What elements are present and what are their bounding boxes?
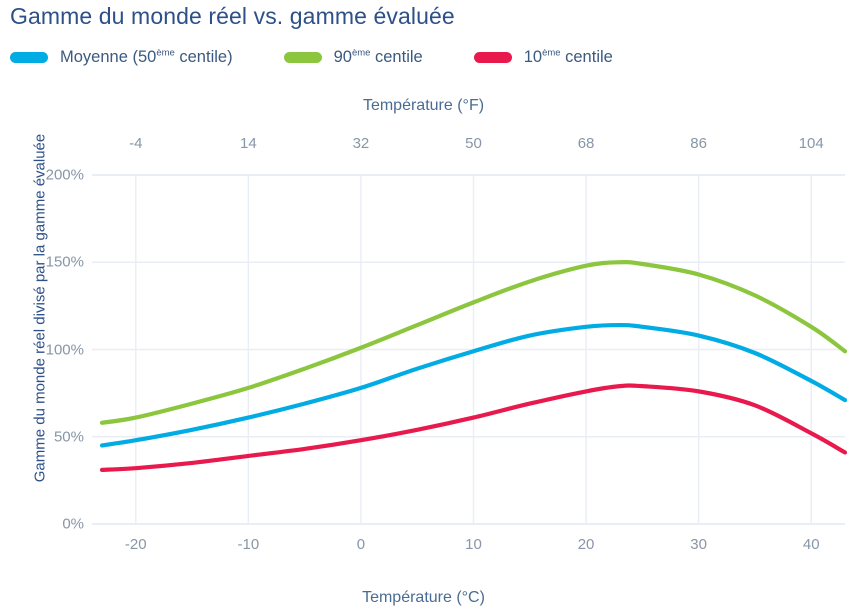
top-tick-0: -4 bbox=[129, 135, 143, 152]
y-tick-0: 0% bbox=[62, 515, 84, 533]
bottom-tick-5: 30 bbox=[690, 536, 707, 553]
y-tick-1: 50% bbox=[53, 428, 84, 446]
legend-swatch-p90 bbox=[283, 52, 322, 63]
left-axis-ticks: 0% 50% 100% 150% 200% bbox=[0, 0, 92, 615]
bottom-axis-title: Température (°C) bbox=[362, 589, 485, 606]
bottom-tick-6: 40 bbox=[802, 536, 820, 553]
top-tick-2: 32 bbox=[352, 135, 370, 152]
top-tick-3: 50 bbox=[465, 135, 482, 152]
series-line-1 bbox=[99, 260, 847, 425]
top-tick-6: 104 bbox=[798, 135, 824, 152]
top-axis-title: Température (°F) bbox=[362, 97, 485, 114]
legend-item-p90[interactable]: 90ème centile bbox=[283, 47, 423, 67]
bottom-tick-4: 20 bbox=[577, 536, 595, 553]
grid-lines bbox=[92, 174, 845, 525]
y-tick-2: 100% bbox=[45, 341, 84, 358]
series-line-2 bbox=[99, 383, 847, 472]
top-tick-4: 68 bbox=[577, 135, 595, 152]
legend-label-p10: 10ème centile bbox=[523, 47, 613, 66]
legend-label-p90: 90ème centile bbox=[333, 47, 423, 66]
legend-item-p10[interactable]: 10ème centile bbox=[473, 47, 613, 67]
legend-label-mean: Moyenne (50ème centile) bbox=[60, 47, 233, 66]
page-title: Gamme du monde réel vs. gamme évaluée bbox=[10, 3, 455, 29]
legend-swatch-mean bbox=[10, 52, 48, 63]
bottom-tick-2: 0 bbox=[356, 536, 366, 553]
series-lines bbox=[99, 260, 847, 472]
y-tick-3: 150% bbox=[45, 253, 84, 271]
bottom-tick-0: -20 bbox=[124, 536, 147, 553]
bottom-tick-3: 10 bbox=[465, 536, 482, 553]
y-tick-4: 200% bbox=[45, 166, 84, 184]
bottom-tick-1: -10 bbox=[237, 536, 260, 553]
legend-swatch-p10 bbox=[473, 52, 512, 63]
legend-item-mean[interactable]: Moyenne (50ème centile) bbox=[10, 48, 233, 67]
chart-legend: Moyenne (50ème centile) 90ème centile 10… bbox=[10, 48, 664, 67]
series-line-0 bbox=[99, 322, 847, 448]
top-tick-5: 86 bbox=[690, 135, 707, 152]
top-tick-1: 14 bbox=[240, 135, 257, 152]
